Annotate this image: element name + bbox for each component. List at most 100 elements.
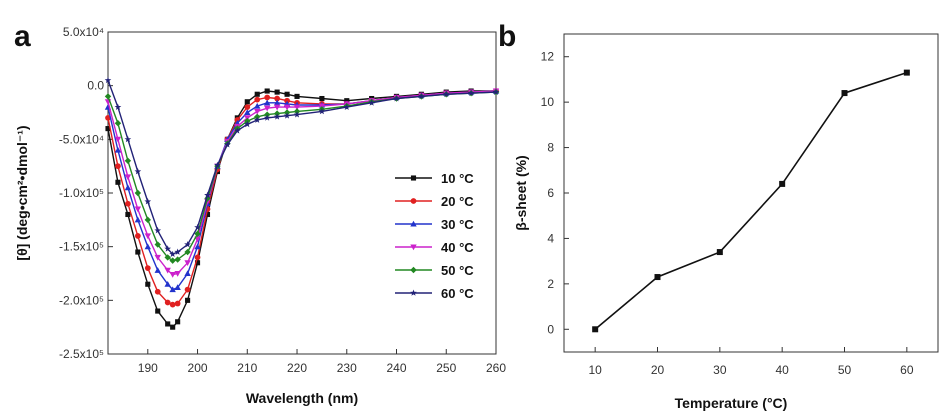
data-point-a: [184, 270, 191, 277]
data-point-a: [135, 249, 141, 255]
data-point-a: [144, 265, 151, 272]
data-point-a: [284, 91, 290, 97]
legend-label: 30 °C: [441, 217, 474, 232]
data-point-a: [174, 256, 181, 263]
legend-marker: [410, 289, 417, 296]
data-point-a: [154, 241, 161, 248]
data-point-a: [244, 109, 251, 116]
legend-label: 60 °C: [441, 286, 474, 301]
y-tick-label-b: 4: [547, 231, 554, 245]
x-tick-label-b: 60: [900, 363, 914, 377]
data-point-a: [164, 245, 171, 252]
data-point-a: [164, 281, 171, 287]
data-point-a: [318, 107, 326, 115]
data-point-a: [184, 260, 191, 266]
beta-sheet-chart: 10 20 30 40 50 60 0 2 4 6 8 10 12 Temperature (°C) β…: [513, 33, 939, 411]
data-point-a: [174, 270, 181, 277]
data-point-a: [124, 174, 132, 181]
data-point-a: [134, 206, 142, 213]
data-point-a: [254, 96, 261, 103]
data-point-a: [274, 89, 280, 95]
data-point-a: [273, 104, 281, 111]
data-point-a: [273, 113, 281, 120]
data-point-b: [903, 69, 910, 76]
data-point-a: [134, 233, 141, 239]
data-point-a: [124, 157, 132, 164]
data-point-a: [164, 299, 171, 306]
x-tick-label-a: 190: [138, 361, 158, 375]
data-point-a: [185, 297, 191, 303]
data-point-a: [204, 191, 211, 198]
data-point-b: [779, 180, 786, 187]
series-line-a: [107, 90, 496, 329]
y-tick-label-a: -1.0x10⁵: [59, 186, 104, 200]
data-point-a: [184, 248, 191, 256]
x-tick-label-a: 260: [486, 361, 506, 375]
data-point-b: [654, 274, 661, 281]
data-point-a: [194, 230, 201, 237]
legend-marker: [410, 244, 417, 251]
data-point-a: [194, 254, 201, 261]
data-point-a: [244, 99, 250, 105]
data-point-a: [164, 254, 171, 261]
data-point-a: [273, 99, 281, 106]
data-point-a: [244, 104, 251, 111]
data-point-a: [194, 260, 201, 266]
data-point-a: [134, 216, 142, 223]
data-point-a: [115, 179, 121, 185]
data-point-a: [164, 267, 171, 274]
data-point-a: [319, 95, 325, 102]
legend-label: 20 °C: [441, 194, 474, 209]
series-line-a: [107, 91, 497, 262]
series-group-a: [104, 76, 500, 330]
data-point-a: [114, 103, 122, 110]
series-line-a: [107, 90, 497, 306]
x-tick-label-b: 30: [713, 363, 727, 377]
data-point-a: [214, 161, 221, 168]
x-tick-label-b: 40: [775, 363, 789, 377]
y-tick-label-b: 2: [547, 277, 554, 291]
x-tick-label-a: 240: [386, 361, 406, 375]
data-point-a: [169, 301, 176, 308]
data-point-a: [169, 272, 176, 278]
data-point-a: [284, 97, 290, 104]
legend-marker: [410, 175, 417, 181]
x-tick-label-a: 250: [436, 361, 456, 375]
data-point-a: [125, 211, 131, 218]
data-point-a: [124, 184, 132, 191]
legend-label: 10 °C: [441, 171, 474, 186]
data-point-a: [283, 104, 291, 111]
data-point-a: [234, 127, 241, 134]
data-point-a: [263, 114, 271, 121]
data-point-a: [254, 102, 261, 109]
y-tick-label-a: -1.5x10⁵: [59, 240, 104, 254]
data-point-a: [134, 189, 142, 197]
x-tick-label-b: 20: [651, 363, 665, 377]
series-line-a: [107, 90, 497, 291]
x-tick-label-a: 200: [188, 361, 208, 375]
panel-label-b: b: [498, 20, 516, 53]
data-point-b: [716, 249, 723, 256]
data-point-a: [145, 281, 151, 287]
data-point-a: [293, 104, 301, 111]
y-tick-label-b: 10: [541, 95, 555, 109]
data-point-a: [274, 95, 281, 102]
data-point-a: [124, 135, 132, 143]
y-tick-label-b: 8: [547, 141, 554, 155]
cd-spectra-chart: 190 200 210 220 230 240 250 260 5.0x10⁴ 0.0 -5.0x1…: [14, 25, 506, 406]
data-point-a: [224, 141, 231, 148]
data-point-a: [418, 92, 425, 100]
data-point-a: [442, 90, 450, 98]
y-tick-label-b: 0: [547, 322, 554, 336]
y-tick-label-a: -5.0x10⁴: [59, 132, 104, 146]
data-point-a: [264, 94, 271, 101]
data-point-a: [254, 108, 261, 115]
data-point-a: [144, 216, 151, 224]
data-point-a: [104, 93, 112, 100]
y-axis-label-a: [θ] (deg•cm²•dmol⁻¹): [14, 125, 30, 260]
x-tick-label-a: 210: [237, 361, 257, 375]
data-point-a: [194, 243, 201, 250]
y-tick-label-b: 12: [541, 50, 555, 64]
data-point-a: [254, 91, 260, 97]
data-point-a: [114, 136, 122, 143]
